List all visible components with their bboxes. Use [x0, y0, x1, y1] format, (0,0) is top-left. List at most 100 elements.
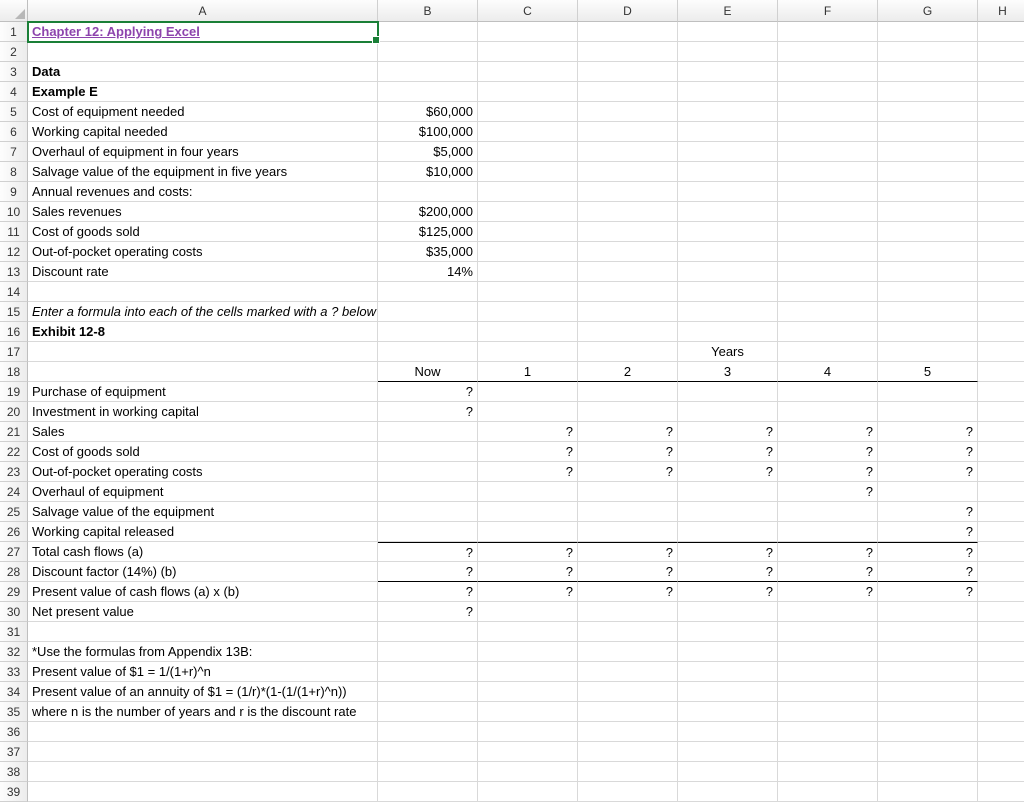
cell-C20[interactable]: [478, 402, 578, 422]
row-header-34[interactable]: 34: [0, 682, 28, 702]
cell-F27[interactable]: ?: [778, 542, 878, 562]
cell-E15[interactable]: [678, 302, 778, 322]
row-header-6[interactable]: 6: [0, 122, 28, 142]
cell-H38[interactable]: [978, 762, 1024, 782]
cell-F31[interactable]: [778, 622, 878, 642]
cell-A16[interactable]: Exhibit 12-8: [28, 322, 378, 342]
cell-F26[interactable]: [778, 522, 878, 542]
cell-E37[interactable]: [678, 742, 778, 762]
cell-A11[interactable]: Cost of goods sold: [28, 222, 378, 242]
row-header-23[interactable]: 23: [0, 462, 28, 482]
cell-E4[interactable]: [678, 82, 778, 102]
cell-B17[interactable]: [378, 342, 478, 362]
cell-E35[interactable]: [678, 702, 778, 722]
row-header-20[interactable]: 20: [0, 402, 28, 422]
cell-C17[interactable]: [478, 342, 578, 362]
cell-A38[interactable]: [28, 762, 378, 782]
cell-H20[interactable]: [978, 402, 1024, 422]
cell-F1[interactable]: [778, 22, 878, 42]
cell-A25[interactable]: Salvage value of the equipment: [28, 502, 378, 522]
cell-G20[interactable]: [878, 402, 978, 422]
cell-C36[interactable]: [478, 722, 578, 742]
row-header-11[interactable]: 11: [0, 222, 28, 242]
cell-F8[interactable]: [778, 162, 878, 182]
cell-E24[interactable]: [678, 482, 778, 502]
cell-E23[interactable]: ?: [678, 462, 778, 482]
cell-F38[interactable]: [778, 762, 878, 782]
cell-E27[interactable]: ?: [678, 542, 778, 562]
cell-E7[interactable]: [678, 142, 778, 162]
cell-A3[interactable]: Data: [28, 62, 378, 82]
cell-D27[interactable]: ?: [578, 542, 678, 562]
cell-A33[interactable]: Present value of $1 = 1/(1+r)^n: [28, 662, 378, 682]
cell-B1[interactable]: [378, 22, 478, 42]
cell-A39[interactable]: [28, 782, 378, 802]
row-header-31[interactable]: 31: [0, 622, 28, 642]
cell-A27[interactable]: Total cash flows (a): [28, 542, 378, 562]
cell-F6[interactable]: [778, 122, 878, 142]
cell-A37[interactable]: [28, 742, 378, 762]
cell-D32[interactable]: [578, 642, 678, 662]
row-header-26[interactable]: 26: [0, 522, 28, 542]
cell-E21[interactable]: ?: [678, 422, 778, 442]
cell-B6[interactable]: $100,000: [378, 122, 478, 142]
cell-D9[interactable]: [578, 182, 678, 202]
cell-D20[interactable]: [578, 402, 678, 422]
cell-A32[interactable]: *Use the formulas from Appendix 13B:: [28, 642, 378, 662]
cell-D26[interactable]: [578, 522, 678, 542]
cell-B24[interactable]: [378, 482, 478, 502]
cell-H10[interactable]: [978, 202, 1024, 222]
cell-E19[interactable]: [678, 382, 778, 402]
cell-B5[interactable]: $60,000: [378, 102, 478, 122]
column-header-D[interactable]: D: [578, 0, 678, 22]
cell-H15[interactable]: [978, 302, 1024, 322]
cell-D35[interactable]: [578, 702, 678, 722]
cell-B33[interactable]: [378, 662, 478, 682]
cell-G36[interactable]: [878, 722, 978, 742]
cell-G16[interactable]: [878, 322, 978, 342]
cell-E29[interactable]: ?: [678, 582, 778, 602]
cell-E38[interactable]: [678, 762, 778, 782]
cell-F7[interactable]: [778, 142, 878, 162]
cell-C25[interactable]: [478, 502, 578, 522]
cell-F16[interactable]: [778, 322, 878, 342]
cell-B27[interactable]: ?: [378, 542, 478, 562]
cell-B8[interactable]: $10,000: [378, 162, 478, 182]
cell-D1[interactable]: [578, 22, 678, 42]
cell-D11[interactable]: [578, 222, 678, 242]
cell-H27[interactable]: [978, 542, 1024, 562]
row-header-7[interactable]: 7: [0, 142, 28, 162]
cell-F13[interactable]: [778, 262, 878, 282]
row-header-32[interactable]: 32: [0, 642, 28, 662]
cell-A5[interactable]: Cost of equipment needed: [28, 102, 378, 122]
cell-H9[interactable]: [978, 182, 1024, 202]
cell-E18[interactable]: 3: [678, 362, 778, 382]
cell-G21[interactable]: ?: [878, 422, 978, 442]
cell-G24[interactable]: [878, 482, 978, 502]
cell-E1[interactable]: [678, 22, 778, 42]
cell-F12[interactable]: [778, 242, 878, 262]
cell-A14[interactable]: [28, 282, 378, 302]
cell-H21[interactable]: [978, 422, 1024, 442]
cell-H17[interactable]: [978, 342, 1024, 362]
cell-G9[interactable]: [878, 182, 978, 202]
cell-F35[interactable]: [778, 702, 878, 722]
cell-G3[interactable]: [878, 62, 978, 82]
cell-H19[interactable]: [978, 382, 1024, 402]
cell-F11[interactable]: [778, 222, 878, 242]
cell-G39[interactable]: [878, 782, 978, 802]
cell-G5[interactable]: [878, 102, 978, 122]
cell-D23[interactable]: ?: [578, 462, 678, 482]
row-header-19[interactable]: 19: [0, 382, 28, 402]
cell-B21[interactable]: [378, 422, 478, 442]
cell-H8[interactable]: [978, 162, 1024, 182]
cell-C23[interactable]: ?: [478, 462, 578, 482]
cell-C4[interactable]: [478, 82, 578, 102]
cell-H33[interactable]: [978, 662, 1024, 682]
cell-E9[interactable]: [678, 182, 778, 202]
row-header-33[interactable]: 33: [0, 662, 28, 682]
cell-G4[interactable]: [878, 82, 978, 102]
row-header-5[interactable]: 5: [0, 102, 28, 122]
cell-C21[interactable]: ?: [478, 422, 578, 442]
cell-E8[interactable]: [678, 162, 778, 182]
